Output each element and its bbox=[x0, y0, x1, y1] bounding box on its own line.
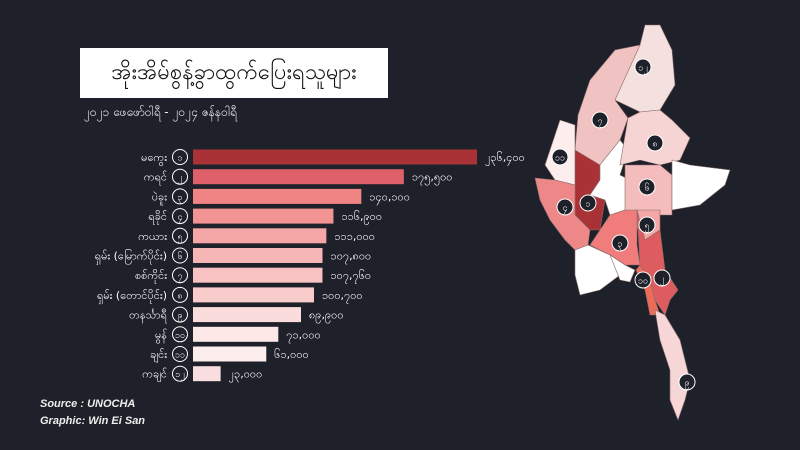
map-marker bbox=[551, 148, 569, 166]
map-marker bbox=[646, 134, 664, 152]
map-marker bbox=[638, 216, 656, 234]
category-label: ရခိုင် bbox=[148, 210, 167, 225]
map-marker-label: ၆ bbox=[644, 183, 649, 194]
value-label: ၁၇၅,၅၀၀ bbox=[412, 171, 453, 186]
map-marker bbox=[634, 58, 652, 76]
title-box: အိုးအိမ်စွန့်ခွာထွက်ပြေးရသူများ bbox=[80, 48, 388, 98]
rank-circle bbox=[172, 149, 188, 165]
map-marker bbox=[556, 198, 574, 216]
map-marker bbox=[579, 194, 597, 212]
category-label: ကရင် bbox=[144, 171, 167, 186]
map-region bbox=[609, 254, 636, 283]
category-label: ရှမ်း (တောင်ပိုင်း) bbox=[97, 289, 167, 304]
bar bbox=[193, 346, 267, 362]
rank-circle bbox=[172, 267, 188, 284]
bar bbox=[193, 248, 323, 263]
value-label: ၂၃,၀၀၀ bbox=[229, 368, 263, 383]
rank-circle bbox=[172, 306, 188, 323]
chart-subtitle: ၂၀၂၁ ဖေဖော်ဝါရီ - ၂၀၂၄ ဇန်နဝါရီ bbox=[84, 105, 237, 119]
rank-label: ၁၀ bbox=[175, 331, 185, 341]
map-marker-label: ၃ bbox=[617, 240, 622, 251]
map-marker-label: ၉ bbox=[684, 379, 689, 390]
rank-label: ၁၂ bbox=[175, 370, 184, 381]
category-label: တနင်္သာရီ bbox=[129, 309, 168, 324]
bar bbox=[193, 188, 362, 204]
map-marker bbox=[653, 269, 671, 287]
map-marker bbox=[634, 271, 652, 289]
map-marker bbox=[611, 234, 629, 252]
category-label: ကယား bbox=[138, 230, 167, 243]
value-label: ၈၉,၉၀၀ bbox=[309, 309, 344, 324]
rank-label: ၃ bbox=[177, 193, 182, 204]
value-label: ၁၁၁,၀၀၀ bbox=[334, 230, 375, 243]
bar bbox=[193, 149, 477, 165]
category-label: မကွေး bbox=[141, 151, 167, 166]
rank-label: ၅ bbox=[177, 232, 182, 243]
bar bbox=[193, 169, 404, 185]
value-label: ၁၀၀,၇၀၀ bbox=[322, 289, 363, 304]
map-marker-label: ၅ bbox=[644, 222, 649, 233]
rank-label: ၇ bbox=[177, 272, 182, 283]
map-marker-label: ၄ bbox=[562, 204, 567, 215]
map-marker-label: ၁၁ bbox=[555, 154, 565, 164]
rank-label: ၁ bbox=[177, 154, 182, 164]
credit-label: Graphic: Win Ei San bbox=[40, 415, 146, 427]
map-region bbox=[671, 159, 731, 211]
rank-label: ၂ bbox=[178, 173, 182, 184]
value-label: ၇၁,၀၀၀ bbox=[286, 328, 320, 343]
map-marker-label: ၂ bbox=[660, 275, 664, 286]
source-label: Source : UNOCHA bbox=[40, 398, 136, 410]
rank-label: ၆ bbox=[177, 251, 182, 262]
category-label: ရှမ်း (မြောက်ပိုင်း) bbox=[95, 249, 167, 265]
map-marker bbox=[638, 178, 656, 196]
bar bbox=[193, 208, 334, 224]
map-marker-label: ၈ bbox=[652, 140, 657, 150]
bar bbox=[193, 267, 323, 283]
rank-circle bbox=[172, 365, 188, 382]
map-region bbox=[654, 309, 691, 421]
category-label: ချင်း bbox=[150, 348, 167, 363]
rank-circle bbox=[172, 227, 188, 244]
value-label: ၁၄၀,၁၀၀ bbox=[369, 190, 410, 205]
rank-circle bbox=[172, 326, 188, 343]
map-marker-label: ၁၂ bbox=[638, 64, 647, 75]
category-label: ကချင် bbox=[142, 368, 167, 383]
category-label: စစ်ကိုင်း bbox=[135, 269, 167, 284]
rank-label: ၁၁ bbox=[175, 351, 185, 361]
rank-circle bbox=[172, 286, 188, 303]
map-marker-label: ၁၀ bbox=[638, 277, 648, 287]
value-label: ၁၀၇,၈၀၀ bbox=[331, 250, 372, 265]
rank-circle bbox=[172, 346, 188, 362]
map-marker-label: ၁ bbox=[585, 200, 590, 210]
bar bbox=[193, 326, 279, 342]
value-label: ၂၃၆,၄၀၀ bbox=[485, 151, 525, 166]
value-label: ၁၀၇,၇၆၀ bbox=[330, 269, 371, 284]
map-marker bbox=[591, 111, 609, 129]
value-label: ၁၁၆,၉၀၀ bbox=[341, 210, 382, 225]
rank-circle bbox=[172, 247, 188, 264]
map-marker-label: ၇ bbox=[597, 117, 602, 128]
rank-label: ၈ bbox=[177, 291, 182, 301]
chart-title: အိုးအိမ်စွန့်ခွာထွက်ပြေးရသူများ bbox=[111, 59, 357, 85]
rank-circle bbox=[172, 208, 188, 225]
bar bbox=[193, 307, 302, 323]
bar bbox=[193, 366, 221, 382]
category-label: မွန် bbox=[155, 328, 167, 343]
rank-circle bbox=[172, 168, 188, 185]
rank-label: ၄ bbox=[177, 213, 182, 224]
bar bbox=[193, 228, 327, 244]
rank-circle bbox=[172, 188, 188, 205]
map-marker bbox=[678, 373, 696, 391]
category-label: ပဲခူး bbox=[152, 190, 167, 205]
bar bbox=[193, 287, 314, 303]
value-label: ၆၁,၀၀၀ bbox=[274, 348, 308, 361]
rank-label: ၉ bbox=[177, 311, 182, 322]
